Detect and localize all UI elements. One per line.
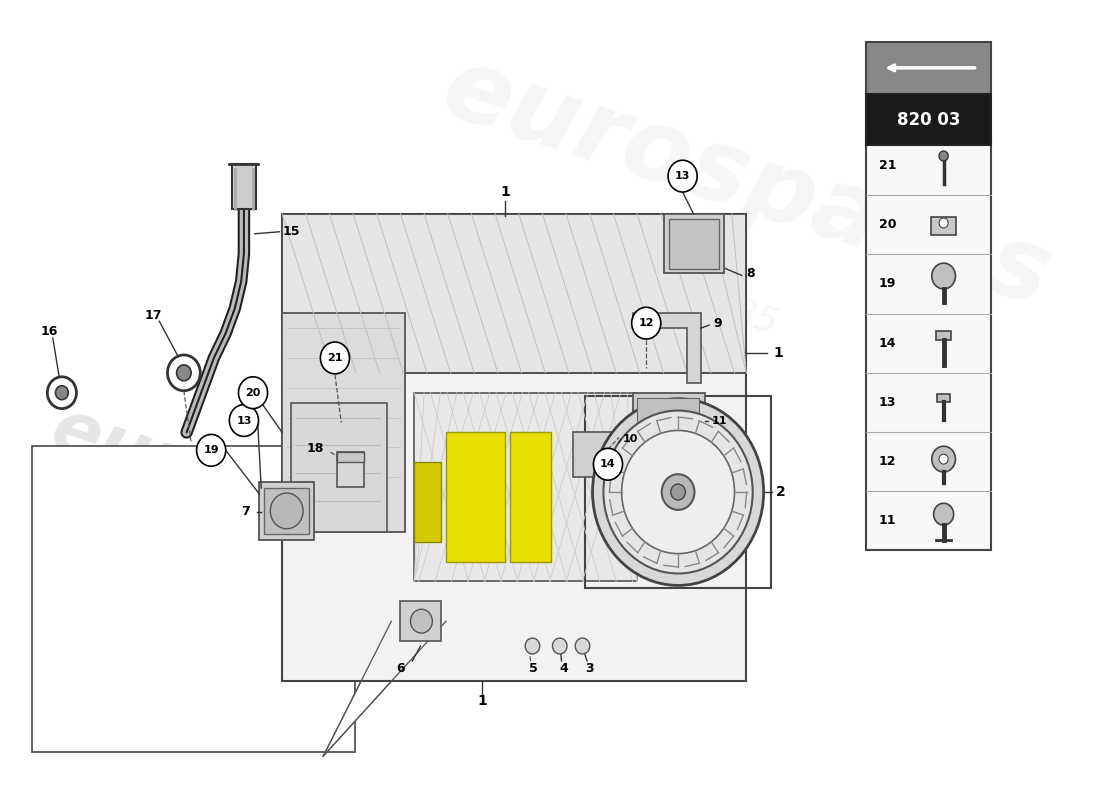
Circle shape <box>939 218 948 228</box>
Circle shape <box>55 386 68 400</box>
Circle shape <box>575 638 590 654</box>
Bar <box>283 214 746 681</box>
Polygon shape <box>632 314 701 382</box>
Circle shape <box>525 638 540 654</box>
Circle shape <box>410 610 432 633</box>
Text: a passion for parts: a passion for parts <box>280 567 560 683</box>
Text: 5: 5 <box>529 662 538 675</box>
Circle shape <box>320 342 350 374</box>
Bar <box>292 402 387 532</box>
Bar <box>936 331 950 340</box>
Text: 1: 1 <box>500 185 510 199</box>
Text: 13: 13 <box>675 171 691 181</box>
Text: a passion for parts: a passion for parts <box>381 514 712 650</box>
Text: 820 03: 820 03 <box>896 110 960 129</box>
Bar <box>937 394 950 402</box>
Text: 14: 14 <box>879 337 896 350</box>
Bar <box>931 217 956 235</box>
Text: 4: 4 <box>560 662 569 675</box>
Text: 2: 2 <box>776 485 785 499</box>
Text: 10: 10 <box>623 434 638 444</box>
Bar <box>866 137 991 550</box>
Text: 15: 15 <box>283 226 300 238</box>
Circle shape <box>939 151 948 161</box>
Circle shape <box>671 484 685 500</box>
Circle shape <box>621 430 735 554</box>
Text: eurospares: eurospares <box>430 40 1063 328</box>
Bar <box>866 42 991 94</box>
Bar <box>669 219 719 269</box>
Bar <box>337 452 364 487</box>
Text: 12: 12 <box>638 318 654 328</box>
Bar <box>260 482 313 540</box>
Text: 21: 21 <box>879 159 896 173</box>
Bar <box>283 314 405 532</box>
Bar <box>664 214 724 274</box>
Bar <box>414 393 637 582</box>
Text: 16: 16 <box>41 325 58 338</box>
Text: 11: 11 <box>712 415 727 426</box>
Bar <box>232 164 256 209</box>
Circle shape <box>932 446 956 472</box>
Bar <box>32 446 355 752</box>
Bar <box>573 433 619 477</box>
Circle shape <box>934 503 954 525</box>
Text: 21: 21 <box>327 353 343 363</box>
Circle shape <box>177 365 191 381</box>
Text: 17: 17 <box>144 309 162 322</box>
Circle shape <box>604 410 752 574</box>
Bar <box>337 452 364 462</box>
Bar <box>414 462 441 542</box>
Text: 20: 20 <box>245 388 261 398</box>
Circle shape <box>271 493 304 529</box>
Circle shape <box>167 355 200 390</box>
Text: 11: 11 <box>879 514 896 526</box>
Text: since 1985: since 1985 <box>583 246 782 340</box>
Bar <box>866 94 991 146</box>
Text: since 1985: since 1985 <box>612 358 750 416</box>
Text: 7: 7 <box>241 506 250 518</box>
Bar <box>400 602 441 641</box>
Text: 14: 14 <box>601 459 616 470</box>
Text: 20: 20 <box>879 218 896 231</box>
Text: 6: 6 <box>396 662 405 675</box>
Text: 8: 8 <box>747 267 756 280</box>
Circle shape <box>593 398 763 586</box>
Circle shape <box>631 307 661 339</box>
Text: 9: 9 <box>713 317 722 330</box>
Text: 1: 1 <box>773 346 783 360</box>
Bar <box>446 433 505 562</box>
Circle shape <box>939 454 948 464</box>
Bar <box>637 398 698 446</box>
Text: 12: 12 <box>879 454 896 468</box>
Bar <box>585 396 771 589</box>
Text: 13: 13 <box>236 415 252 426</box>
Bar <box>509 433 551 562</box>
Circle shape <box>47 377 77 409</box>
Bar <box>264 488 309 534</box>
Circle shape <box>552 638 567 654</box>
Circle shape <box>239 377 267 409</box>
Circle shape <box>668 160 697 192</box>
Polygon shape <box>323 621 446 756</box>
Text: 18: 18 <box>306 442 323 455</box>
Circle shape <box>230 405 258 437</box>
Bar <box>632 393 705 452</box>
Text: 13: 13 <box>879 395 896 409</box>
Text: 19: 19 <box>879 278 896 290</box>
Circle shape <box>932 263 956 289</box>
Text: 3: 3 <box>585 662 594 675</box>
Circle shape <box>662 474 694 510</box>
Text: 1: 1 <box>477 694 487 708</box>
Text: 19: 19 <box>204 446 219 455</box>
Bar <box>283 214 746 373</box>
Text: eurospares: eurospares <box>43 394 498 602</box>
Circle shape <box>197 434 226 466</box>
Circle shape <box>593 448 623 480</box>
